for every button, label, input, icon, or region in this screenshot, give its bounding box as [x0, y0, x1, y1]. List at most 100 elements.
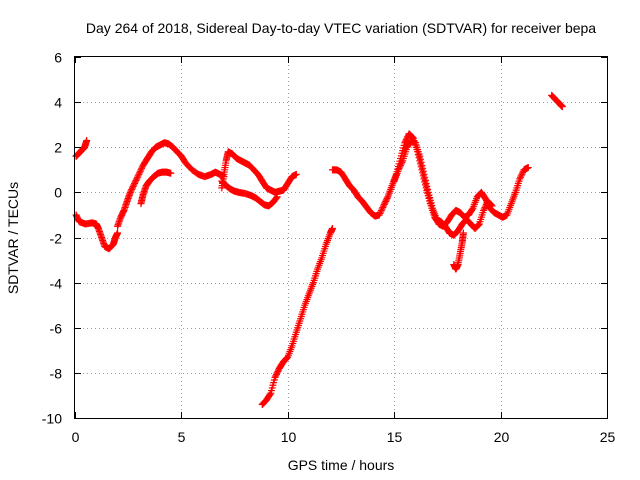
data-point: [424, 185, 432, 193]
data-point: [418, 161, 426, 169]
data-point: [135, 170, 143, 178]
data-point: [487, 201, 495, 209]
data-point: [272, 370, 280, 378]
y-tick-label: -8: [50, 366, 63, 382]
data-point: [266, 390, 274, 398]
data-point: [292, 170, 300, 178]
data-point: [417, 158, 425, 166]
data-point: [383, 194, 391, 202]
data-series: [114, 139, 228, 230]
data-point: [274, 367, 282, 375]
data-series: [548, 91, 566, 111]
data-point: [273, 193, 281, 201]
data-point: [127, 187, 135, 195]
data-point: [416, 155, 424, 163]
data-point: [422, 179, 430, 187]
y-tick-label: 6: [54, 50, 62, 66]
data-point: [375, 211, 383, 219]
data-point: [133, 175, 141, 183]
data-point: [397, 160, 405, 168]
y-tick-label: -4: [50, 276, 63, 292]
data-point: [487, 200, 495, 208]
data-point: [83, 136, 91, 144]
data-point: [524, 164, 532, 172]
y-tick-label: -10: [42, 411, 62, 427]
data-point: [558, 103, 566, 111]
data-point: [420, 170, 428, 178]
chart-title: Day 264 of 2018, Sidereal Day-to-day VTE…: [86, 20, 596, 36]
data-point: [136, 169, 144, 177]
data-point: [128, 184, 136, 192]
data-point: [132, 176, 140, 184]
data-point: [136, 167, 144, 175]
data-point: [398, 158, 406, 166]
data-point: [272, 372, 280, 380]
data-point: [167, 169, 175, 177]
data-point: [328, 224, 336, 232]
data-point: [421, 173, 429, 181]
plot-frame: [74, 56, 608, 419]
data-point: [482, 202, 490, 210]
data-point: [518, 170, 526, 178]
data-point: [378, 205, 386, 213]
data-point: [403, 134, 411, 142]
data-point: [138, 164, 146, 172]
data-series: [218, 177, 281, 210]
data-series: [72, 136, 91, 160]
x-tick-label: 25: [600, 429, 616, 445]
data-point: [381, 199, 389, 207]
axis-ticks: 0 5 10 15 20 25 -10 -8 -6 -4 -2 0 2 4 6: [42, 50, 616, 446]
data-point: [382, 196, 390, 204]
data-point: [474, 221, 482, 229]
data-point: [126, 188, 134, 196]
data-point: [516, 173, 524, 181]
data-point: [271, 373, 279, 381]
data-series: [218, 148, 300, 196]
grid: [75, 57, 607, 418]
data-point: [488, 202, 496, 210]
data-point: [377, 206, 385, 214]
data-point: [468, 205, 476, 213]
data-point: [382, 197, 390, 205]
data-point: [272, 194, 280, 202]
data-point: [114, 229, 122, 237]
data-point: [273, 369, 281, 377]
data-series: [450, 229, 467, 273]
data-point: [416, 152, 424, 160]
x-axis-title: GPS time / hours: [288, 457, 395, 473]
data-point: [517, 172, 525, 180]
data-point: [380, 202, 388, 210]
x-tick-label: 10: [281, 429, 297, 445]
y-axis-title: SDTVAR / TECUs: [5, 182, 21, 294]
data-point: [128, 185, 136, 193]
data-point: [397, 161, 405, 169]
data-point: [395, 164, 403, 172]
data-points: [72, 91, 566, 408]
data-point: [480, 206, 488, 214]
data-point: [459, 229, 467, 237]
x-tick-label: 20: [494, 429, 510, 445]
data-point: [133, 173, 141, 181]
data-point: [421, 176, 429, 184]
data-point: [131, 179, 139, 187]
data-point: [516, 175, 524, 183]
y-tick-label: 2: [54, 140, 62, 156]
data-series: [258, 224, 336, 408]
data-point: [419, 167, 427, 175]
y-tick-label: -6: [50, 321, 63, 337]
data-point: [380, 200, 388, 208]
data-point: [475, 221, 483, 229]
data-point: [137, 166, 145, 174]
data-point: [130, 181, 138, 189]
x-tick-label: 15: [387, 429, 403, 445]
data-point: [376, 209, 384, 217]
y-tick-label: 4: [54, 95, 62, 111]
data-point: [402, 136, 410, 144]
x-tick-label: 0: [72, 429, 80, 445]
data-point: [379, 203, 387, 211]
y-tick-label: -2: [50, 231, 63, 247]
data-point: [480, 205, 488, 213]
data-point: [396, 163, 404, 171]
data-point: [131, 178, 139, 186]
